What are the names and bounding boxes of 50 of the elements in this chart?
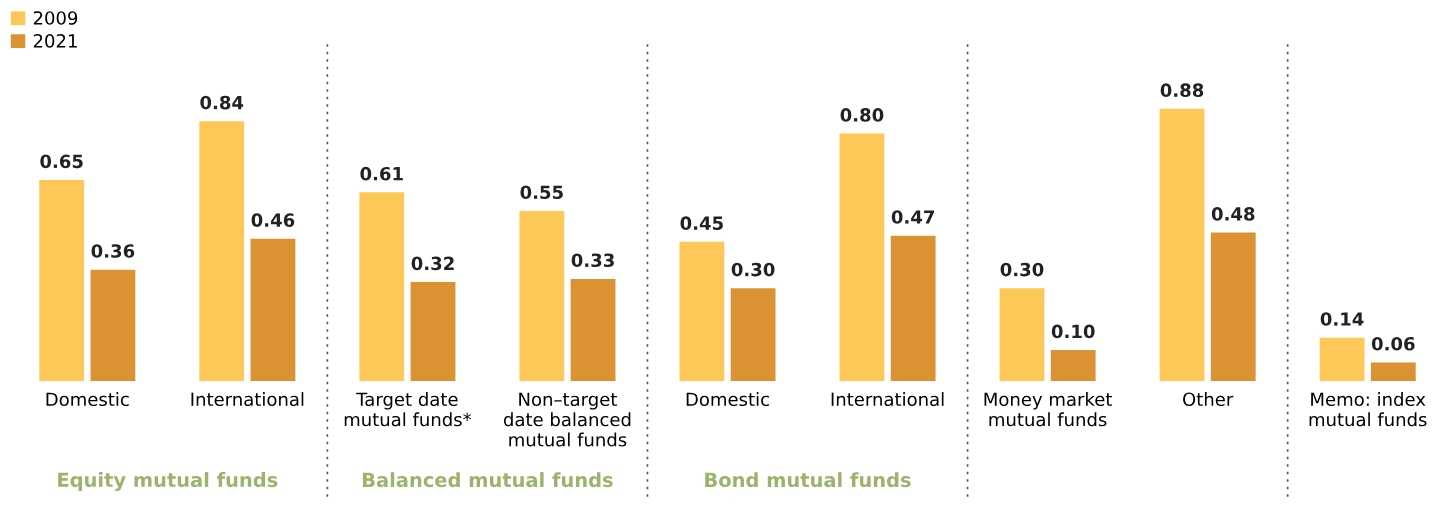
x-tick-label: Other: [1183, 392, 1234, 407]
x-tick-label: Domestic: [686, 392, 769, 407]
data-label: 0.61: [360, 166, 403, 181]
bar: [730, 288, 776, 381]
bar: [679, 241, 725, 381]
bar: [1210, 232, 1256, 381]
bar: [1159, 108, 1205, 381]
bar: [250, 238, 296, 381]
data-label: 0.06: [1371, 336, 1415, 351]
data-label: 0.32: [411, 256, 454, 271]
x-tick-label: International: [191, 392, 304, 407]
legend-label: 2009: [33, 11, 78, 25]
data-label: 0.36: [91, 244, 135, 258]
bar: [839, 133, 885, 381]
x-tick-label: Non–target date balanced mutual funds: [503, 392, 631, 447]
text: Balanced mutual funds: [363, 472, 613, 488]
bar: [519, 210, 565, 381]
data-label: 0.14: [1320, 312, 1364, 326]
x-tick-label: Domestic: [46, 392, 129, 407]
bar: [570, 278, 616, 381]
bar: [39, 179, 85, 381]
bar: [1050, 350, 1096, 381]
data-label: 0.30: [1000, 262, 1044, 277]
bar: [890, 235, 936, 381]
text: Equity mutual funds: [58, 472, 278, 492]
data-label: 0.45: [680, 216, 723, 230]
text: Bond mutual funds: [705, 472, 911, 488]
data-label: 0.47: [891, 210, 934, 224]
bar: [199, 121, 245, 381]
data-label: 0.88: [1160, 83, 1204, 98]
data-label: 0.84: [200, 95, 244, 110]
bar: [999, 288, 1045, 381]
bar: [359, 192, 405, 381]
data-label: 0.48: [1211, 207, 1255, 221]
bar: [1319, 337, 1365, 381]
data-label: 0.65: [40, 154, 83, 169]
x-tick-label: Target date mutual funds*: [344, 392, 472, 427]
x-tick-label: Money market mutual funds: [984, 392, 1112, 427]
data-label: 0.30: [731, 262, 775, 277]
legend-label: 2021: [33, 34, 77, 48]
x-tick-label: Memo: index mutual funds: [1309, 392, 1427, 427]
data-label: 0.33: [571, 253, 614, 268]
data-label: 0.80: [840, 108, 884, 122]
bar: [1370, 362, 1416, 381]
bar: [410, 282, 456, 381]
data-label: 0.55: [520, 185, 563, 200]
data-label: 0.10: [1051, 324, 1095, 339]
data-label: 0.46: [251, 213, 295, 227]
bar: [90, 269, 136, 381]
x-tick-label: International: [831, 392, 944, 407]
